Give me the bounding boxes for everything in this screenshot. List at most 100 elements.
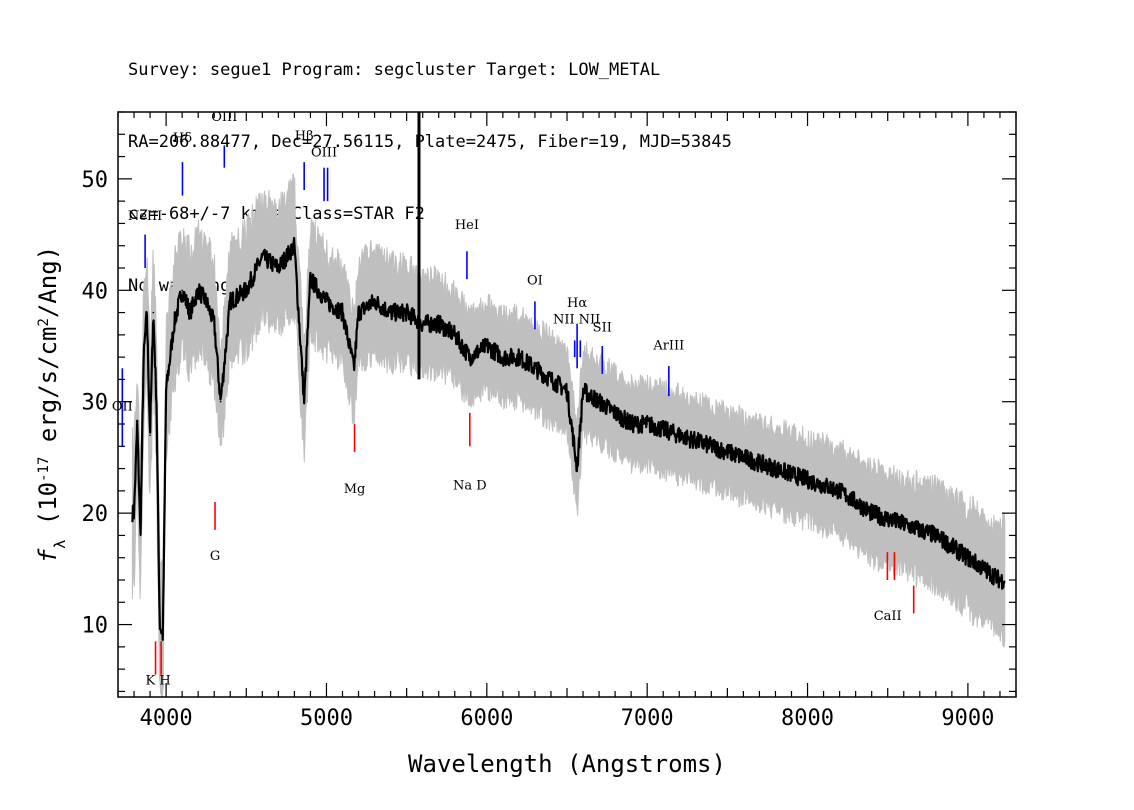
y-tick-label: 50 bbox=[82, 168, 109, 193]
absorption-line-label: K H bbox=[145, 674, 170, 689]
absorption-line-label: G bbox=[210, 549, 220, 564]
header-line-coordinates: RA=206.88477, Dec=27.56115, Plate=2475, … bbox=[128, 132, 732, 152]
flux-point bbox=[162, 634, 164, 637]
y-tick-label: 10 bbox=[82, 614, 109, 639]
flux-point bbox=[437, 322, 440, 325]
flux-point bbox=[614, 412, 616, 414]
emission-line-label: ArIII bbox=[652, 338, 684, 353]
flux-point bbox=[453, 334, 456, 336]
flux-point bbox=[838, 490, 841, 492]
flux-point bbox=[309, 278, 312, 280]
emission-line-label: NII bbox=[579, 313, 601, 328]
flux-point bbox=[518, 356, 520, 358]
flux-point bbox=[277, 267, 280, 269]
flux-line bbox=[131, 236, 1006, 642]
flux-point bbox=[341, 311, 344, 314]
x-tick-label: 4000 bbox=[140, 706, 193, 731]
flux-point bbox=[421, 322, 424, 325]
y-axis-label-part: erg/s/cm bbox=[34, 327, 62, 457]
flux-point bbox=[646, 423, 648, 425]
flux-point bbox=[133, 512, 135, 514]
axis-ticks: 4000 5000 6000 7000 8000 9000 10 20 30 40 50 bbox=[82, 111, 1017, 731]
x-tick-label: 9000 bbox=[941, 706, 994, 731]
flux-point bbox=[152, 311, 155, 314]
flux-point bbox=[806, 478, 809, 481]
y-axis-label-part: f bbox=[34, 548, 62, 563]
flux-point bbox=[136, 423, 139, 425]
uncertainty-band bbox=[131, 173, 1006, 697]
y-axis-label-part: λ bbox=[51, 540, 69, 549]
flux-point bbox=[189, 311, 191, 314]
flux-point bbox=[502, 356, 504, 358]
flux-point bbox=[774, 467, 777, 470]
flux-point bbox=[935, 534, 937, 537]
flux-point bbox=[146, 311, 148, 314]
emission-line-label: Hα bbox=[567, 296, 587, 311]
emission-line-label: HeI bbox=[455, 218, 479, 233]
y-tick-label: 40 bbox=[82, 279, 109, 304]
flux-point bbox=[983, 568, 985, 570]
y-axis-label-part: -17 bbox=[36, 457, 52, 482]
header-line-survey: Survey: segue1 Program: segcluster Targe… bbox=[128, 60, 661, 80]
flux-point bbox=[181, 289, 183, 292]
y-axis-label-part: /Ang) bbox=[34, 246, 62, 318]
y-tick-label: 30 bbox=[82, 391, 109, 416]
emission-line-label: OI bbox=[527, 274, 543, 289]
spectrum-header: Survey: segue1 Program: segcluster Targe… bbox=[128, 10, 732, 322]
flux-point bbox=[678, 434, 681, 436]
flux-point bbox=[742, 456, 745, 459]
flux-point bbox=[967, 556, 969, 559]
flux-point bbox=[576, 467, 578, 470]
flux-point bbox=[389, 311, 392, 314]
emission-line-label: NeIII bbox=[128, 209, 162, 224]
x-axis-label: Wavelength (Angstroms) bbox=[408, 750, 726, 778]
x-tick-label: 5000 bbox=[300, 706, 353, 731]
flux-point bbox=[158, 623, 161, 626]
flux-point bbox=[357, 311, 360, 314]
flux-point bbox=[598, 400, 600, 403]
flux-point bbox=[353, 367, 355, 370]
emission-line-label: NII bbox=[553, 313, 575, 328]
flux-line-layer bbox=[131, 112, 1006, 642]
flux-point bbox=[468, 356, 471, 358]
flux-point bbox=[373, 300, 376, 303]
emission-line-label: OII bbox=[112, 400, 133, 415]
flux-point bbox=[155, 400, 158, 403]
flux-point bbox=[566, 389, 568, 392]
flux-point bbox=[630, 423, 632, 425]
flux-point bbox=[205, 300, 207, 303]
y-axis-label: fλ (10-17 erg/s/cm2/Ang) bbox=[34, 246, 69, 563]
flux-point bbox=[902, 523, 905, 526]
flux-point bbox=[173, 322, 175, 325]
flux-point bbox=[303, 400, 305, 403]
x-tick-label: 8000 bbox=[781, 706, 834, 731]
flux-point bbox=[219, 400, 222, 403]
flux-point bbox=[213, 322, 216, 325]
flux-point bbox=[149, 434, 151, 436]
x-tick-label: 6000 bbox=[460, 706, 513, 731]
flux-point bbox=[139, 534, 142, 537]
flux-point bbox=[486, 345, 488, 347]
flux-point bbox=[534, 367, 536, 370]
flux-point bbox=[405, 311, 408, 314]
flux-point bbox=[870, 512, 873, 514]
flux-point bbox=[261, 256, 264, 258]
flux-point bbox=[293, 244, 296, 247]
emission-line-label: Hδ bbox=[173, 131, 192, 146]
flux-point bbox=[710, 445, 713, 448]
flux-point bbox=[325, 300, 328, 303]
emission-line-label: SII bbox=[593, 321, 612, 336]
flux-point bbox=[245, 289, 248, 292]
y-axis-label-part: (10 bbox=[34, 482, 62, 540]
absorption-line-label: Mg bbox=[344, 482, 366, 497]
absorption-line-label: CaII bbox=[874, 609, 902, 624]
flux-point bbox=[550, 378, 552, 381]
flux-point bbox=[582, 389, 584, 392]
y-axis-label-part: 2 bbox=[36, 318, 52, 326]
x-tick-label: 7000 bbox=[621, 706, 674, 731]
emission-line-label: Hβ bbox=[295, 129, 314, 144]
spectral-line-markers: OIINeIIIHδOIIIHβOIIIHeIOINIIHαNIISIIArII… bbox=[112, 110, 915, 689]
flux-point bbox=[142, 356, 145, 358]
y-tick-label: 20 bbox=[82, 502, 109, 527]
flux-point bbox=[197, 289, 199, 292]
